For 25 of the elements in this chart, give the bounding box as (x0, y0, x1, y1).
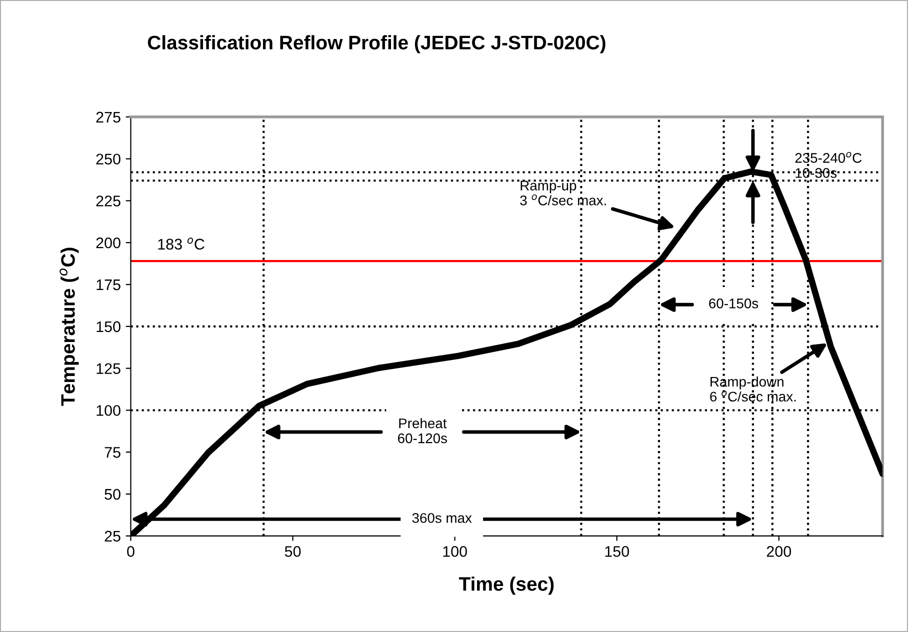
chart-title: Classification Reflow Profile (JEDEC J-STD-020C) (148, 35, 606, 54)
y-tick-label: 125 (96, 363, 120, 374)
y-tick-label: 175 (96, 280, 120, 290)
x-tick-label: 200 (766, 546, 792, 557)
y-tick-label: 75 (104, 447, 120, 458)
y-tick-label: 200 (96, 237, 120, 248)
y-axis-title: Temperature ($^{o}$C) (60, 248, 79, 406)
annotation: Preheat 60-120s (398, 418, 448, 444)
y-tick-label: 225 (96, 196, 120, 206)
y-tick-label: 50 (104, 488, 120, 500)
x-tick-label: 0 (127, 546, 134, 557)
annotation: 60-150s (709, 298, 758, 308)
x-axis-title: Time (sec) (458, 576, 554, 595)
ref-line-label: 183 $^{o}$C (158, 238, 204, 250)
y-tick-label: 150 (96, 321, 120, 332)
annotation: 360s max (412, 513, 472, 523)
x-tick-label: 150 (605, 546, 629, 557)
x-tick-label: 100 (443, 546, 467, 557)
y-tick-label: 100 (96, 405, 120, 416)
text: 235-240$^{o}$C 10-30s (795, 152, 862, 178)
y-tick-label: 250 (96, 154, 120, 165)
y-tick-label: 275 (96, 112, 120, 123)
x-tick-label: 50 (284, 546, 301, 557)
y-tick-label: 25 (104, 530, 120, 542)
annotation: Ramp-up 3 $^{o}$C/sec max. (520, 180, 606, 206)
